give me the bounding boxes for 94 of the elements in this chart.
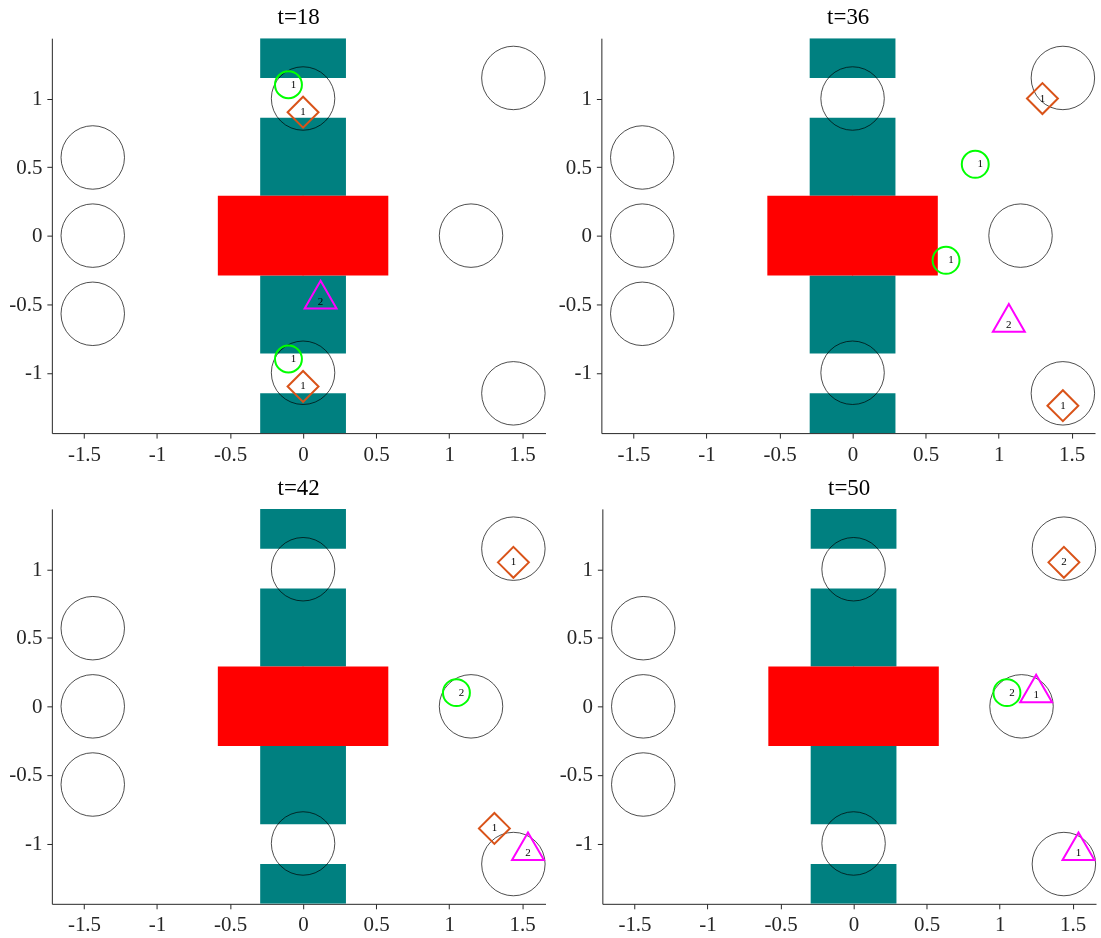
x-tick-label: -0.5 [213,912,248,937]
series-label: 1 [491,821,498,834]
y-tick-label: 1 [582,556,593,581]
bar [809,117,896,196]
y-tick-label: 1 [31,85,43,110]
y-tick-label: 0.5 [16,154,43,179]
x-tick-label: -1.5 [67,912,102,937]
series-label: 2 [317,294,324,307]
y-tick-label: -0.5 [559,762,593,787]
y-tick-label: -1 [575,830,593,855]
x-tick-label: 1 [444,912,455,937]
bar [260,117,346,196]
text: 1 [510,555,517,568]
y-tick-label: -1 [24,830,43,855]
series-label: 1 [290,352,297,365]
y-tick-label: 0.5 [16,625,43,650]
point [991,303,1026,333]
bar [810,588,897,667]
x-tick-label: -1 [148,441,167,466]
x-tick-label: 0.5 [913,441,940,466]
y-tick-label: 1 [581,85,592,110]
chart-title: t=36 [827,4,870,30]
y-tick-label: 0 [582,693,593,718]
y-tick-label: 1 [31,556,43,581]
x-tick-label: 1.5 [509,441,536,466]
series-label: 2 [458,685,465,698]
chart-title: t=18 [277,4,320,30]
series-label: 2 [1006,317,1012,330]
x-tick-label: 0 [298,441,309,466]
bar [810,508,897,549]
series-label: 2 [1061,555,1067,568]
text: 1 [300,379,306,392]
bar [260,275,346,354]
x-tick-label: 1.5 [1060,912,1087,937]
x-tick-label: -1 [148,912,167,937]
bar [810,864,897,904]
series-label: 1 [300,105,306,118]
point [511,831,545,862]
text: 1 [290,77,297,90]
bar [260,588,346,667]
x-tick-label: 1 [994,912,1006,937]
x-tick-label: -1 [698,441,716,466]
y-tick-label: 0.5 [566,625,593,650]
x-tick-label: 1 [993,441,1005,466]
bar [810,746,897,825]
y-tick-label: 0.5 [565,154,592,179]
point [1019,673,1054,704]
x-tick-label: 0.5 [363,912,390,937]
x-tick-label: -1.5 [67,441,102,466]
text: 1 [948,253,954,266]
text: 1 [1039,91,1046,104]
point [960,149,990,179]
y-tick-label: -0.5 [9,291,43,316]
point [1025,82,1059,115]
series-label: 2 [1009,685,1015,698]
x-tick-label: 0 [298,912,309,937]
bar [260,746,346,825]
point [931,245,961,275]
y-tick-label: 0 [31,693,43,718]
point [303,279,338,310]
bar [260,508,346,549]
series-label: 1 [1075,846,1082,859]
bar [260,864,346,904]
series-label: 2 [525,846,531,859]
series-label: 1 [977,157,983,170]
x-tick-label: -1 [699,912,717,937]
x-tick-label: -0.5 [213,441,248,466]
x-tick-label: -0.5 [763,441,797,466]
bar [809,38,896,78]
chart-title: t=50 [828,474,871,500]
chart-title: t=42 [277,474,320,500]
text: 1 [1033,688,1039,701]
x-tick-label: 0.5 [363,441,390,466]
y-tick-label: -0.5 [558,291,592,316]
x-tick-label: 0 [848,912,860,937]
x-tick-label: 1 [444,441,455,466]
bar [260,393,346,434]
y-tick-label: -1 [24,360,43,385]
y-tick-label: -1 [574,360,592,385]
x-tick-label: -0.5 [764,912,798,937]
series-label: 1 [1060,398,1066,411]
x-tick-label: 1.5 [1059,441,1086,466]
y-tick-label: -0.5 [9,762,43,787]
bar [809,275,896,354]
x-tick-label: 0 [847,441,859,466]
bar [260,38,346,78]
x-tick-label: 0.5 [914,912,941,937]
y-tick-label: 0 [581,223,592,248]
point [477,811,511,845]
x-tick-label: -1.5 [618,912,652,937]
y-tick-label: 0 [31,223,43,248]
bar [809,393,896,434]
x-tick-label: 1.5 [509,912,536,937]
x-tick-label: -1.5 [617,441,651,466]
